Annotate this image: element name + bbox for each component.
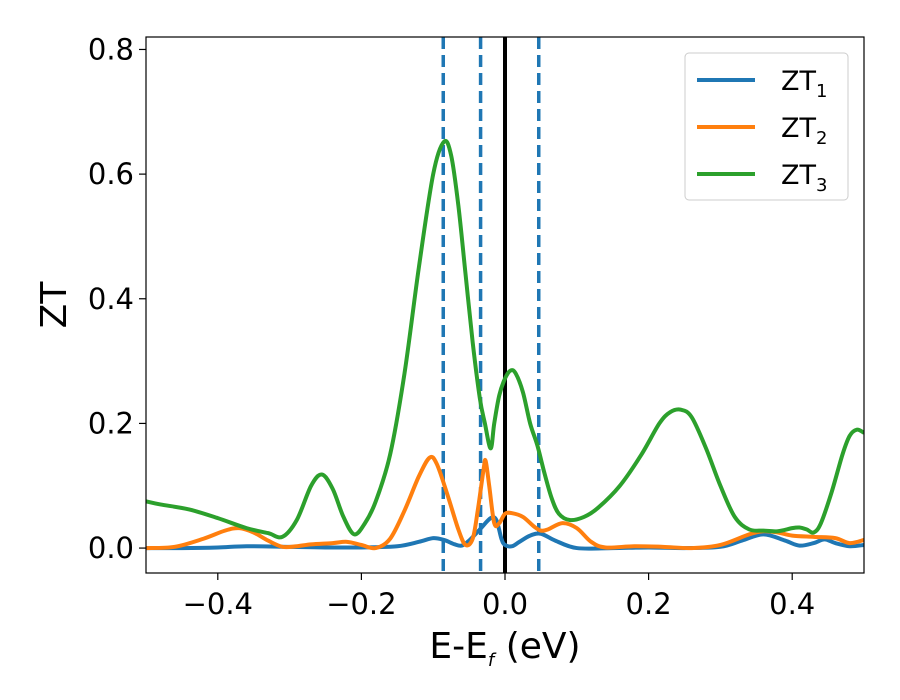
y-tick-label: 0.6 [88,157,134,191]
reference-lines [441,37,541,573]
y-tick-label: 0.8 [88,32,134,66]
legend-label-zt1: ZT1 [781,66,827,102]
y-tick-label: 0.2 [88,406,134,440]
y-tick-label: 0.4 [88,282,134,316]
series-line-zt2 [146,454,864,551]
y-axis-title: ZT [34,281,75,329]
series-line-zt3 [146,138,864,540]
y-tick-label: 0.0 [88,531,134,565]
x-axis-title: E-Ef (eV) [429,626,580,671]
x-tick-label: −0.2 [326,587,396,621]
x-tick-label: 0.2 [626,587,672,621]
x-tick-label: 0.0 [482,587,528,621]
legend-label-zt3: ZT3 [781,160,827,196]
legend-label-zt2: ZT2 [781,113,827,149]
legend: ZT1 ZT2 ZT3 [684,52,849,201]
y-axis: 0.0 0.2 0.4 0.6 0.8 [88,32,146,565]
x-axis: −0.4 −0.2 0.0 0.2 0.4 [183,573,815,621]
series-layer [146,138,864,551]
x-tick-label: 0.4 [769,587,815,621]
legend-box [684,52,849,201]
x-tick-label: −0.4 [183,587,253,621]
